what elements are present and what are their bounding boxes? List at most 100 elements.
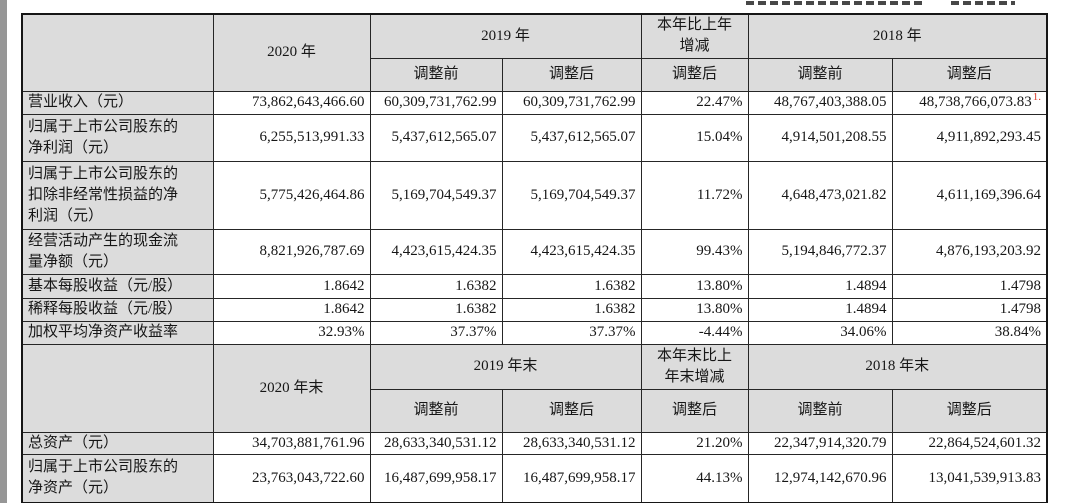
table-row-net-assets: 归属于上市公司股东的净资产（元） 23,763,043,722.60 16,48… [21,453,1048,503]
value-cell: 32.93% [212,320,371,345]
value-cell: 11.72% [640,160,749,230]
value-cell: 48,767,403,388.05 [747,90,893,115]
col-header-2019-end: 2019 年末 [369,343,642,390]
value-cell: 1.6382 [501,273,642,299]
value-cell: 1.4798 [891,273,1048,299]
col-header-2018: 2018 年 [747,13,1048,59]
table-row-basic-eps: 基本每股收益（元/股） 1.8642 1.6382 1.6382 13.80% … [21,273,1048,299]
value-cell: 5,169,704,549.37 [369,160,503,230]
row-label: 基本每股收益（元/股） [21,273,214,299]
col-header-2020-end: 2020 年末 [212,343,371,433]
table-row-total-assets: 总资产（元） 34,703,881,761.96 28,633,340,531.… [21,431,1048,455]
value-cell: 48,738,766,073.831. [891,90,1048,115]
col-header-2019-end-after: 调整后 [501,388,642,433]
value-cell: 4,914,501,208.55 [747,113,893,162]
row-label: 归属于上市公司股东的净利润（元） [21,113,214,162]
row-label: 归属于上市公司股东的净资产（元） [21,453,214,503]
value-cell: 21.20% [640,431,749,455]
value-cell: 1.6382 [501,297,642,322]
value-cell: 22,347,914,320.79 [747,431,893,455]
col-header-change-end-after: 调整后 [640,388,749,433]
row-label: 营业收入（元） [21,90,214,115]
col-header-change-end: 本年末比上年末增减 [640,343,749,390]
table-row-net-profit: 归属于上市公司股东的净利润（元） 6,255,513,991.33 5,437,… [21,113,1048,162]
value-cell: 13,041,539,913.83 [891,453,1048,503]
row-label: 经营活动产生的现金流量净额（元） [21,228,214,275]
value-cell: 1.8642 [212,273,371,299]
col-header-2019-end-before: 调整前 [369,388,503,433]
value-cell: 1.4894 [747,297,893,322]
col-header-change: 本年比上年增减 [640,13,749,59]
value-cell: 1.4894 [747,273,893,299]
value-cell: 23,763,043,722.60 [212,453,371,503]
row-label: 稀释每股收益（元/股） [21,297,214,322]
footnote-marker: 1. [1032,91,1042,103]
col-header-2019-after: 调整后 [501,57,642,92]
value-cell: 5,775,426,464.86 [212,160,371,230]
value-cell: -4.44% [640,320,749,345]
value-cell: 4,911,892,293.45 [891,113,1048,162]
col-header-2018-before: 调整前 [747,57,893,92]
col-header-2019-before: 调整前 [369,57,503,92]
value-cell: 8,821,926,787.69 [212,228,371,275]
clipped-header-text-fragment [951,1,1015,5]
value-cell: 28,633,340,531.12 [501,431,642,455]
section1-header-years: 2020 年 2019 年 本年比上年增减 2018 年 [21,13,1048,92]
value-cell: 99.43% [640,228,749,275]
value-cell: 16,487,699,958.17 [501,453,642,503]
table-row-deducted-net-profit: 归属于上市公司股东的扣除非经常性损益的净利润（元） 5,775,426,464.… [21,160,1048,230]
value-cell: 16,487,699,958.17 [369,453,503,503]
clipped-header-text-fragment [746,1,926,5]
section2-header-years: 2020 年末 2019 年末 本年末比上年末增减 2018 年末 [21,343,1048,433]
corner-cell [21,13,214,92]
value-cell: 4,423,615,424.35 [369,228,503,275]
value-cell: 28,633,340,531.12 [369,431,503,455]
table-row-diluted-eps: 稀释每股收益（元/股） 1.8642 1.6382 1.6382 13.80% … [21,297,1048,322]
value-cell: 4,423,615,424.35 [501,228,642,275]
value-cell: 60,309,731,762.99 [501,90,642,115]
value-cell: 15.04% [640,113,749,162]
value-cell: 34.06% [747,320,893,345]
value-cell: 22,864,524,601.32 [891,431,1048,455]
table-row-weighted-avg-roe: 加权平均净资产收益率 32.93% 37.37% 37.37% -4.44% 3… [21,320,1048,345]
row-label: 总资产（元） [21,431,214,455]
table-row-revenue: 营业收入（元） 73,862,643,466.60 60,309,731,762… [21,90,1048,115]
col-header-2018-end: 2018 年末 [747,343,1048,390]
value-cell: 1.4798 [891,297,1048,322]
value-cell: 22.47% [640,90,749,115]
value-cell: 13.80% [640,297,749,322]
left-edge-strip [0,0,7,503]
col-header-2018-end-after: 调整后 [891,388,1048,433]
col-header-change-after: 调整后 [640,57,749,92]
value-cell: 5,437,612,565.07 [369,113,503,162]
value-cell: 37.37% [369,320,503,345]
value-text: 48,738,766,073.83 [919,94,1032,110]
row-label: 加权平均净资产收益率 [21,320,214,345]
table-row-operating-cash-flow: 经营活动产生的现金流量净额（元） 8,821,926,787.69 4,423,… [21,228,1048,275]
col-header-2018-end-before: 调整前 [747,388,893,433]
value-cell: 5,169,704,549.37 [501,160,642,230]
value-cell: 13.80% [640,273,749,299]
value-cell: 1.6382 [369,297,503,322]
section1-header-adjust: 调整前 调整后 调整后 调整前 调整后 [22,57,1048,92]
value-cell: 4,611,169,396.64 [891,160,1048,230]
value-cell: 5,194,846,772.37 [747,228,893,275]
value-cell: 1.8642 [212,297,371,322]
corner-cell [21,343,214,433]
value-cell: 37.37% [501,320,642,345]
col-header-2020: 2020 年 [212,13,371,92]
value-cell: 4,876,193,203.92 [891,228,1048,275]
col-header-2018-after: 调整后 [891,57,1048,92]
row-label: 归属于上市公司股东的扣除非经常性损益的净利润（元） [21,160,214,230]
value-cell: 1.6382 [369,273,503,299]
section2-header-adjust: 调整前 调整后 调整后 调整前 调整后 [22,388,1048,433]
key-financial-data-table: 2020 年 2019 年 本年比上年增减 2018 年 调整前 调整后 调整后… [21,13,1049,503]
col-header-2019: 2019 年 [369,13,642,59]
value-cell: 6,255,513,991.33 [212,113,371,162]
value-cell: 34,703,881,761.96 [212,431,371,455]
value-cell: 60,309,731,762.99 [369,90,503,115]
value-cell: 5,437,612,565.07 [501,113,642,162]
value-cell: 4,648,473,021.82 [747,160,893,230]
value-cell: 73,862,643,466.60 [212,90,371,115]
